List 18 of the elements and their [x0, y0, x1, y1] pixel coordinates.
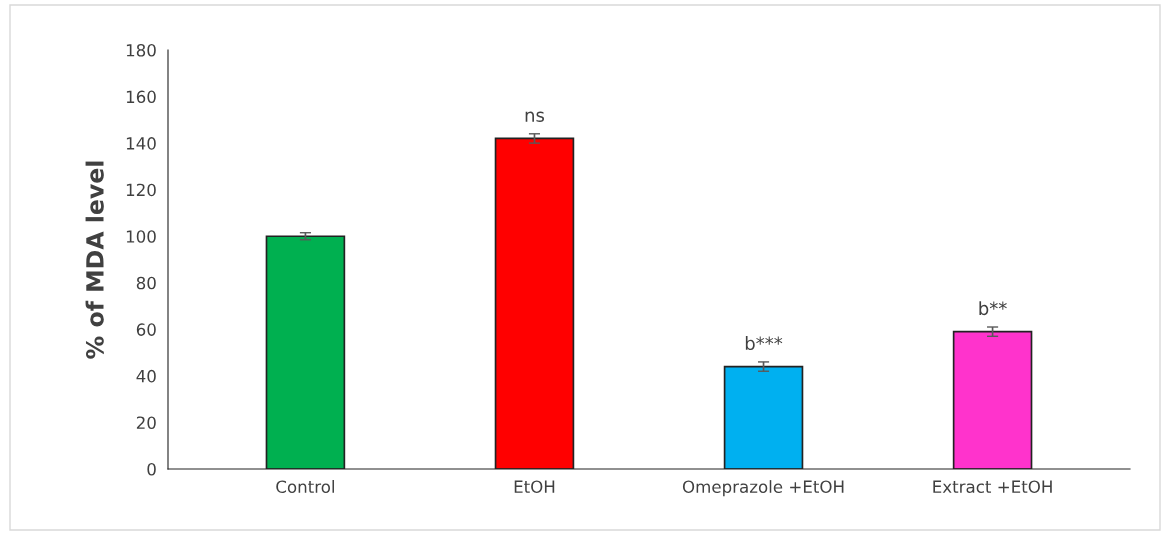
- y-tick-label: 60: [136, 323, 156, 336]
- x-tick-label: Control: [276, 480, 334, 494]
- y-tick-label: 100: [126, 230, 156, 243]
- y-tick-label: 180: [126, 43, 156, 57]
- y-tick-label: 80: [136, 276, 156, 290]
- y-tick-label: 20: [136, 416, 156, 430]
- y-tick-label: 140: [126, 137, 156, 150]
- x-tick-label: Omeprazole +EtOH: [682, 480, 844, 497]
- y-tick-label: 40: [136, 369, 156, 383]
- annotation: ns: [525, 111, 545, 122]
- y-tick-label: 120: [126, 183, 156, 197]
- y-tick-label: 160: [126, 90, 156, 104]
- y-tick-label: 0: [147, 462, 156, 476]
- y-axis-title: % of MDA level: [85, 161, 104, 359]
- annotation: b***: [745, 336, 783, 351]
- x-tick-label: EtOH: [514, 480, 555, 494]
- annotation: b**: [979, 301, 1007, 316]
- x-tick-label: Extract +EtOH: [933, 480, 1052, 494]
